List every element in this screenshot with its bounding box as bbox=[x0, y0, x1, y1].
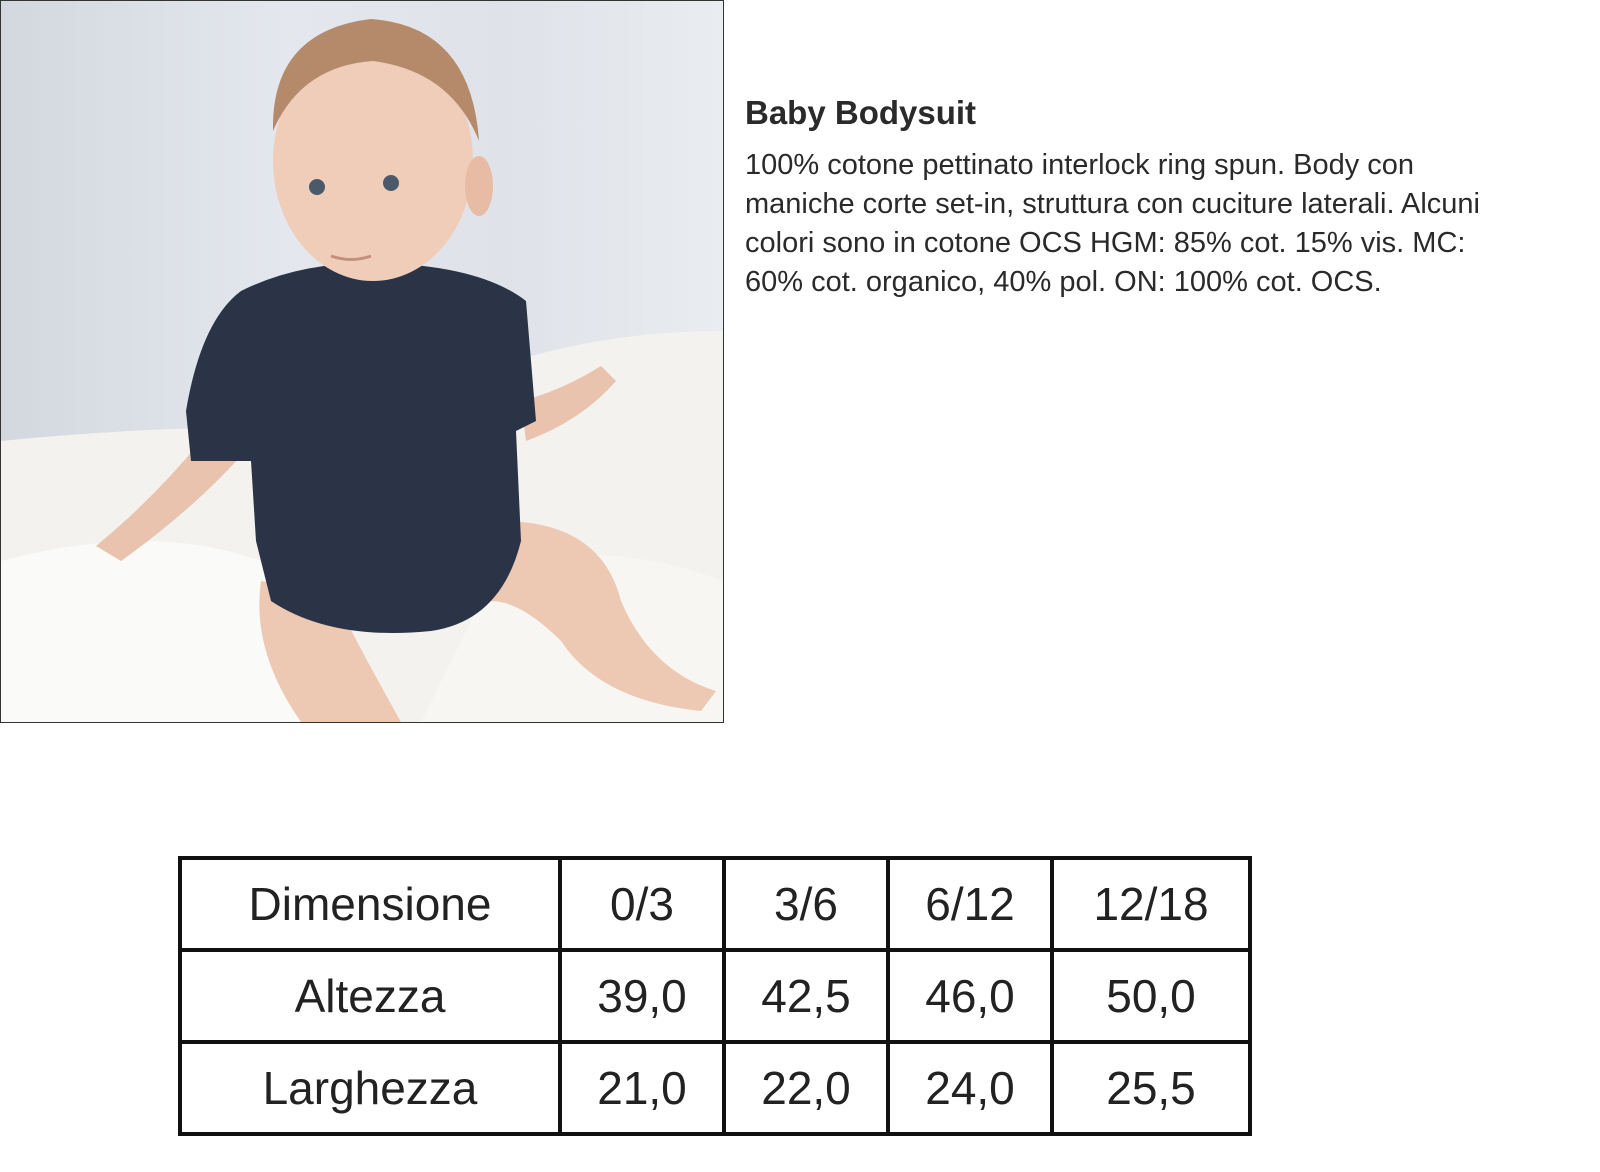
header-cell: 6/12 bbox=[886, 856, 1054, 952]
table-cell: 42,5 bbox=[722, 948, 890, 1044]
product-title: Baby Bodysuit bbox=[745, 94, 977, 131]
table-cell: 21,0 bbox=[558, 1040, 726, 1136]
header-cell: 3/6 bbox=[722, 856, 890, 952]
description-line: 60% cot. organico, 40% pol. ON: 100% cot… bbox=[745, 266, 1382, 298]
row-label: Larghezza bbox=[178, 1040, 562, 1136]
table-row: Altezza 39,0 42,5 46,0 50,0 bbox=[178, 948, 1252, 1044]
description-line: colori sono in cotone OCS HGM: 85% cot. … bbox=[745, 227, 1466, 259]
table-cell: 50,0 bbox=[1050, 948, 1252, 1044]
table-cell: 22,0 bbox=[722, 1040, 890, 1136]
header-cell: Dimensione bbox=[178, 856, 562, 952]
table-cell: 24,0 bbox=[886, 1040, 1054, 1136]
table-header-row: Dimensione 0/3 3/6 6/12 12/18 bbox=[178, 856, 1252, 952]
product-description: 100% cotone pettinato interlock ring spu… bbox=[745, 146, 1480, 302]
description-line: maniche corte set-in, struttura con cuci… bbox=[745, 188, 1480, 220]
table-cell: 25,5 bbox=[1050, 1040, 1252, 1136]
table-cell: 46,0 bbox=[886, 948, 1054, 1044]
size-table: Dimensione 0/3 3/6 6/12 12/18 Altezza 39… bbox=[178, 856, 1252, 1136]
product-photo bbox=[0, 0, 724, 723]
row-label: Altezza bbox=[178, 948, 562, 1044]
header-cell: 0/3 bbox=[558, 856, 726, 952]
table-cell: 39,0 bbox=[558, 948, 726, 1044]
table-row: Larghezza 21,0 22,0 24,0 25,5 bbox=[178, 1040, 1252, 1136]
description-line: 100% cotone pettinato interlock ring spu… bbox=[745, 149, 1415, 181]
header-cell: 12/18 bbox=[1050, 856, 1252, 952]
